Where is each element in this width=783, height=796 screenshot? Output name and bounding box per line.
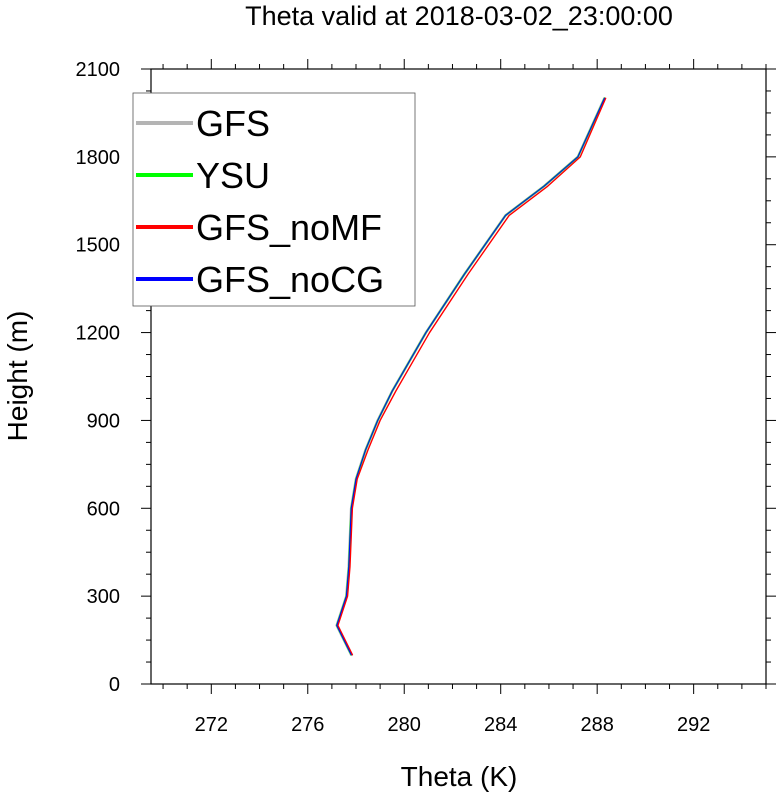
y-axis: 0 300 600 900 1200 1500 1800 2100: [76, 59, 776, 696]
x-tick-label: 280: [388, 714, 421, 736]
y-axis-title: Height (m): [2, 311, 33, 442]
y-tick-label: 300: [87, 586, 120, 608]
x-tick-label: 284: [484, 714, 517, 736]
series-lines: [335, 96, 607, 657]
series-line-gfs-nomf: [337, 97, 607, 656]
y-tick-label: 2100: [76, 59, 121, 81]
x-axis-title: Theta (K): [401, 761, 518, 792]
x-axis: 272 276 280 284 288 292: [162, 59, 767, 736]
legend-label-gfs-nocg: GFS_noCG: [196, 259, 384, 300]
y-tick-label: 1200: [76, 323, 121, 345]
y-tick-label: 900: [87, 410, 120, 432]
y-tick-label: 1500: [76, 235, 121, 257]
legend-label-gfs: GFS: [196, 103, 270, 144]
x-tick-label: 272: [195, 714, 228, 736]
x-tick-label: 276: [291, 714, 324, 736]
x-tick-label: 288: [580, 714, 613, 736]
chart-title: Theta valid at 2018-03-02_23:00:00: [245, 1, 673, 31]
y-tick-label: 600: [87, 498, 120, 520]
legend-box: [132, 92, 416, 307]
legend-label-gfs-nomf: GFS_noMF: [196, 207, 382, 248]
legend-label-ysu: YSU: [196, 155, 270, 196]
y-tick-label: 0: [109, 674, 120, 696]
x-tick-label: 292: [677, 714, 710, 736]
series-line-gfs-nocg: [336, 97, 605, 656]
legend: GFS YSU GFS_noMF GFS_noCG: [132, 92, 416, 307]
y-tick-label: 1800: [76, 147, 121, 169]
